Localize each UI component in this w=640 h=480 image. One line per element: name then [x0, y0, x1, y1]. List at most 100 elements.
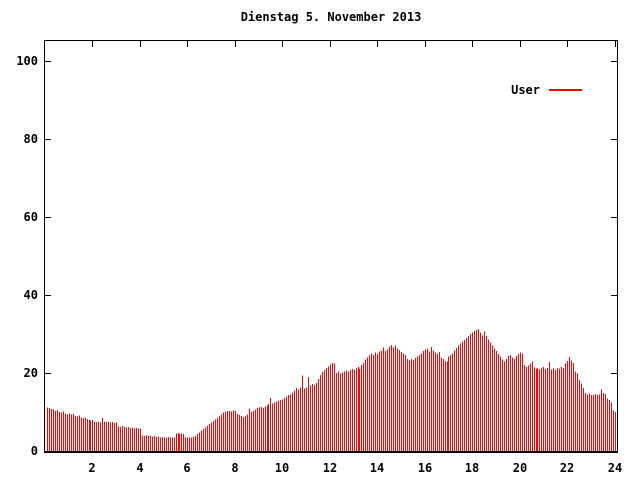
impulse-bar — [94, 421, 95, 451]
impulse-bar — [427, 348, 428, 451]
x-tick-label: 12 — [322, 461, 338, 475]
impulse-bar — [203, 429, 204, 451]
impulse-bar — [67, 414, 68, 451]
impulse-bar — [409, 360, 410, 451]
impulse-bar — [346, 370, 347, 451]
impulse-bar — [158, 436, 159, 451]
impulse-bar — [120, 426, 121, 451]
impulse-bar — [482, 335, 483, 451]
x-tick-label: 16 — [417, 461, 433, 475]
impulse-bar — [411, 358, 412, 451]
impulse-bar — [179, 433, 180, 451]
impulse-bar — [504, 361, 505, 451]
impulse-bar — [118, 426, 119, 451]
impulse-bar — [569, 356, 570, 451]
impulse-bar — [306, 387, 307, 451]
impulse-bar — [407, 359, 408, 451]
y-tick-label: 0 — [30, 444, 38, 458]
chart-title: Dienstag 5. November 2013 — [240, 10, 422, 24]
impulse-bar — [197, 434, 198, 451]
impulse-bar — [423, 351, 424, 451]
impulse-bar — [286, 396, 287, 451]
impulse-bar — [486, 336, 487, 451]
impulse-bar — [178, 433, 179, 451]
impulse-bar — [498, 354, 499, 451]
impulse-bar — [536, 369, 537, 451]
impulse-bar — [532, 361, 533, 451]
impulse-bar — [492, 345, 493, 451]
x-tick-label: 6 — [183, 461, 191, 475]
impulse-bar — [405, 354, 406, 451]
impulse-bar — [607, 398, 608, 451]
impulse-bar — [443, 359, 444, 451]
impulse-bar — [356, 368, 357, 451]
impulse-bar — [239, 415, 240, 451]
impulse-bar — [223, 412, 224, 451]
impulse-bar — [526, 367, 527, 451]
impulse-bar — [363, 362, 364, 451]
impulse-bar — [310, 385, 311, 451]
impulse-bar — [490, 342, 491, 451]
impulse-bar — [65, 413, 66, 451]
y-tick-label: 20 — [23, 366, 38, 380]
impulse-bar — [539, 369, 540, 451]
impulse-bar — [375, 352, 376, 451]
impulse-bar — [140, 428, 141, 451]
impulse-bar — [571, 360, 572, 451]
impulse-bar — [431, 347, 432, 451]
impulse-bar — [466, 338, 467, 451]
impulse-bar — [166, 437, 167, 451]
impulse-bar — [53, 409, 54, 451]
impulse-bar — [146, 435, 147, 451]
impulse-bar — [383, 347, 384, 451]
impulse-bar — [417, 356, 418, 451]
impulse-bar — [397, 348, 398, 451]
impulse-bar — [575, 371, 576, 451]
impulse-bar — [282, 399, 283, 451]
x-tick-label: 22 — [559, 461, 575, 475]
impulse-bar — [512, 357, 513, 451]
impulse-bar — [464, 340, 465, 451]
impulse-bar — [104, 421, 105, 451]
impulse-bar — [520, 352, 521, 451]
impulse-bar — [263, 408, 264, 451]
impulse-bar — [458, 345, 459, 451]
impulse-bar — [290, 394, 291, 451]
impulse-bar — [191, 437, 192, 451]
impulse-bar — [441, 357, 442, 451]
impulse-bar — [211, 422, 212, 451]
impulse-bar — [75, 415, 76, 451]
impulse-bar — [320, 374, 321, 451]
impulse-bar — [148, 436, 149, 451]
impulse-bar — [508, 356, 509, 451]
impulse-bar — [55, 410, 56, 451]
impulse-bar — [591, 394, 592, 451]
impulse-bar — [593, 394, 594, 451]
impulse-bar — [219, 415, 220, 451]
impulse-bar — [377, 354, 378, 451]
impulse-bar — [613, 410, 614, 451]
impulse-bar — [322, 372, 323, 451]
impulse-bar — [294, 390, 295, 451]
x-tick-label: 10 — [274, 461, 290, 475]
impulse-bar — [389, 346, 390, 451]
impulse-bar — [195, 435, 196, 451]
impulse-bar — [268, 404, 269, 451]
legend: User — [511, 83, 582, 97]
impulse-bar — [358, 367, 359, 451]
impulse-bar — [371, 353, 372, 451]
impulse-bar — [261, 406, 262, 451]
impulse-bar — [176, 433, 177, 451]
impulse-bar — [547, 368, 548, 451]
impulse-bar — [247, 414, 248, 451]
impulse-bar — [122, 426, 123, 451]
impulse-bar — [114, 422, 115, 451]
impulse-bar — [545, 369, 546, 451]
impulse-bar — [348, 371, 349, 451]
impulse-bar — [183, 434, 184, 451]
impulse-bar — [270, 397, 271, 451]
impulse-bar — [160, 437, 161, 451]
impulse-bar — [611, 402, 612, 451]
impulse-bar — [61, 412, 62, 451]
impulse-bar — [561, 367, 562, 451]
